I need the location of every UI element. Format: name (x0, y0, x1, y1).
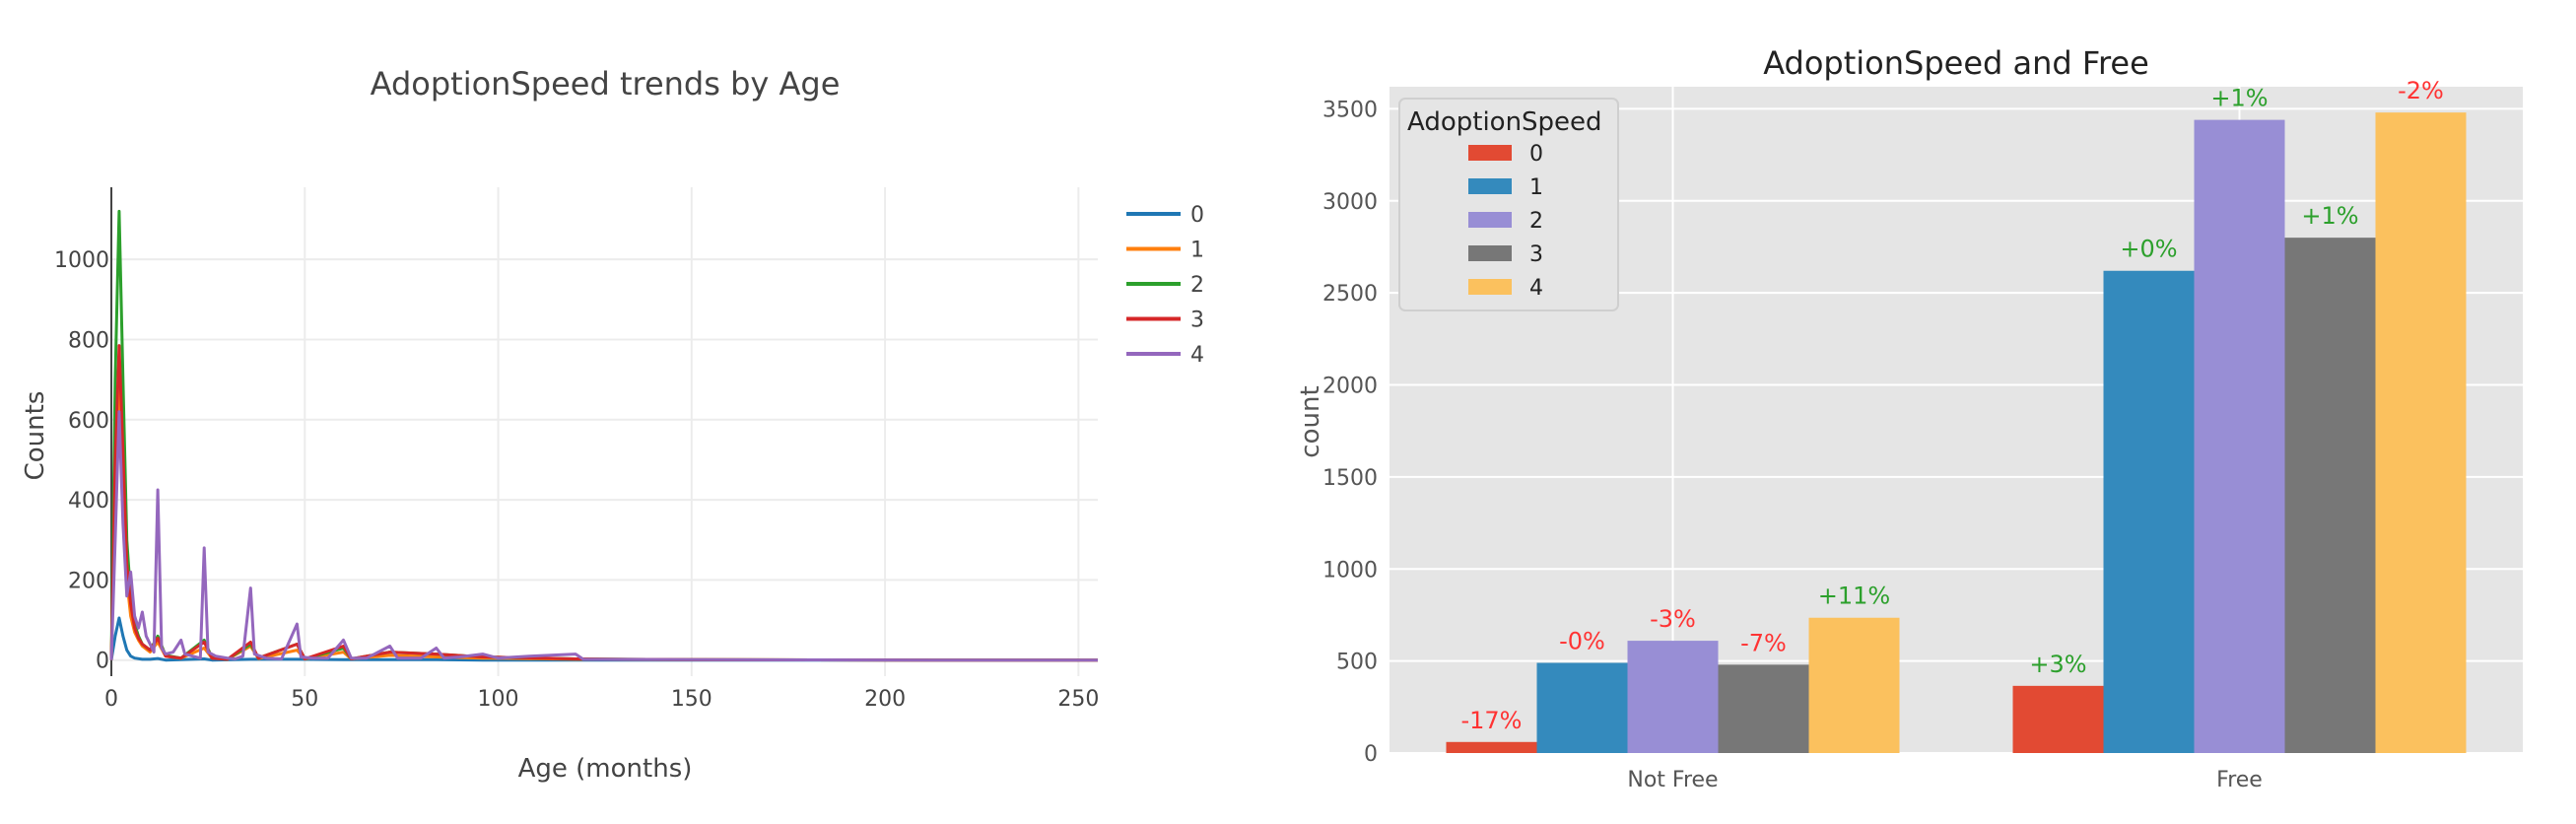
right-y-tick-label: 1500 (1322, 466, 1378, 491)
legend-swatch-2 (1468, 212, 1512, 228)
left-y-axis-label: Counts (21, 391, 50, 481)
left-x-tick-label: 250 (1057, 687, 1099, 712)
bar-not-free-2 (1627, 641, 1719, 753)
bar-data-label: +11% (1818, 583, 1890, 610)
bar-data-label: -7% (1740, 629, 1787, 656)
left-x-tick-label: 0 (104, 687, 118, 712)
bar-data-label: +1% (2301, 202, 2358, 230)
left-y-tick-label: 400 (68, 489, 109, 514)
legend-label-4: 4 (1190, 343, 1204, 368)
bar-data-label: +1% (2210, 85, 2268, 112)
legend-swatch-1 (1468, 178, 1512, 194)
right-chart-title: AdoptionSpeed and Free (1763, 44, 2149, 82)
right-y-tick-label: 0 (1364, 742, 1378, 767)
bar-data-label: -0% (1559, 627, 1605, 654)
right-y-tick-label: 3000 (1322, 190, 1378, 215)
adoption-free-chart: AdoptionSpeed and Free 0 500 1000 1500 2000 2… (1296, 44, 2523, 792)
bar-free-0 (2012, 685, 2104, 753)
left-y-tick-label: 0 (96, 650, 109, 674)
left-chart-title: AdoptionSpeed trends by Age (371, 65, 841, 103)
right-y-tick-label: 2000 (1322, 375, 1378, 399)
bar-not-free-4 (1808, 617, 1900, 753)
left-series-lines (109, 209, 1098, 662)
legend-label-4: 4 (1529, 276, 1543, 301)
legend-label-1: 1 (1529, 175, 1543, 200)
right-y-axis-label: count (1296, 385, 1325, 457)
bar-free-4 (2375, 112, 2467, 753)
bar-free-1 (2103, 270, 2195, 753)
right-x-tick-label: Not Free (1627, 768, 1718, 792)
bar-not-free-3 (1718, 664, 1809, 753)
left-x-tick-label: 150 (671, 687, 712, 712)
right-y-tick-label: 1000 (1322, 558, 1378, 583)
legend-label-3: 3 (1190, 309, 1204, 333)
legend-title: AdoptionSpeed (1407, 107, 1602, 137)
series-line-0 (109, 616, 1079, 662)
legend-swatch-4 (1468, 279, 1512, 295)
bar-free-3 (2284, 238, 2376, 753)
left-grid (110, 187, 1098, 676)
bar-data-label: +3% (2029, 651, 2086, 678)
series-line-4 (109, 410, 1098, 662)
right-y-tick-label: 3500 (1322, 98, 1378, 122)
bar-data-label: +0% (2120, 236, 2177, 263)
right-legend[interactable]: AdoptionSpeed 0 1 2 3 4 (1398, 98, 1619, 311)
legend-label-2: 2 (1529, 209, 1543, 234)
legend-swatch-0 (1468, 145, 1512, 161)
right-axes: 0 500 1000 1500 2000 2500 3000 3500 Not Free Free (1322, 98, 2263, 792)
legend-swatch-3 (1468, 245, 1512, 261)
series-line-1 (109, 378, 1098, 662)
left-y-tick-label: 200 (68, 569, 109, 593)
left-x-tick-label: 100 (478, 687, 519, 712)
left-axes: 0 50 100 150 200 250 0 200 400 600 800 1000 (54, 187, 1099, 712)
series-line-3 (109, 344, 1098, 662)
bar-not-free-1 (1536, 662, 1628, 753)
right-y-tick-label: 500 (1336, 651, 1378, 675)
left-y-tick-label: 800 (68, 328, 109, 353)
bar-not-free-0 (1446, 741, 1537, 753)
legend-label-0: 0 (1529, 142, 1543, 167)
left-x-axis-label: Age (months) (518, 754, 693, 784)
bar-data-label: -3% (1650, 605, 1696, 633)
left-x-tick-label: 50 (291, 687, 318, 712)
right-y-tick-label: 2500 (1322, 282, 1378, 307)
legend-label-3: 3 (1529, 242, 1543, 267)
legend-label-0: 0 (1190, 203, 1204, 228)
legend-frame (1398, 98, 1619, 311)
left-x-tick-label: 200 (864, 687, 906, 712)
left-y-tick-label: 600 (68, 409, 109, 434)
bar-free-2 (2194, 119, 2285, 753)
legend-label-1: 1 (1190, 239, 1204, 263)
bar-data-label: -17% (1460, 707, 1522, 734)
left-y-tick-label: 1000 (54, 248, 109, 273)
left-legend[interactable]: 0 1 2 3 4 (1126, 203, 1204, 368)
series-line-2 (109, 209, 1098, 662)
age-trends-chart: AdoptionSpeed trends by Age 0 50 100 150 200… (21, 65, 1204, 784)
right-x-tick-label: Free (2216, 768, 2263, 792)
right-bars: -17% -0% -3% -7% +11% +3% +0% +1% +1% -2% (1446, 77, 2467, 753)
bar-data-label: -2% (2398, 77, 2444, 104)
legend-label-2: 2 (1190, 273, 1204, 298)
